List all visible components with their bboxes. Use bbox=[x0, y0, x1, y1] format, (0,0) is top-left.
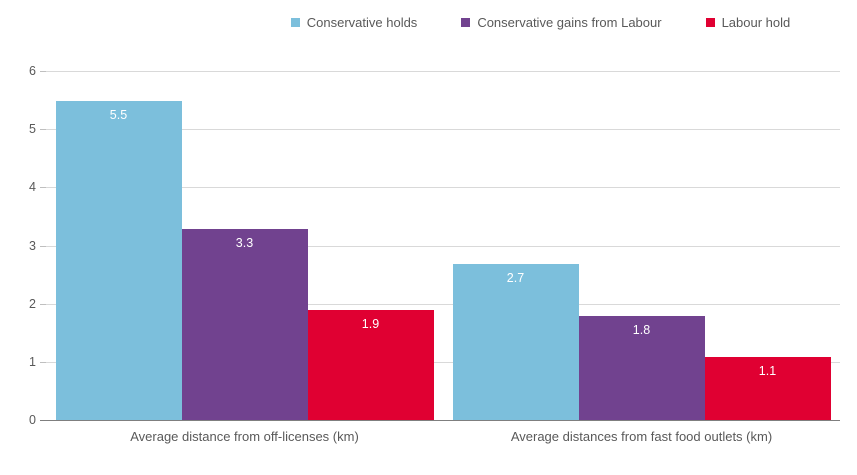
category-label-fast-food: Average distances from fast food outlets… bbox=[510, 429, 773, 444]
category-label-off-licenses: Average distance from off-licenses (km) bbox=[130, 429, 359, 444]
bar-group: 5.5 3.3 1.9 bbox=[46, 72, 443, 421]
bar-conservative-holds: 5.5 bbox=[55, 101, 182, 421]
y-axis-tick-label: 0 bbox=[29, 413, 36, 427]
bar-labour-hold: 1.9 bbox=[307, 310, 434, 421]
bar-labour-hold: 1.1 bbox=[704, 357, 831, 421]
y-axis-tick-label: 1 bbox=[29, 354, 36, 369]
bar-value-label: 3.3 bbox=[235, 236, 254, 251]
bar-value-label: 5.5 bbox=[109, 108, 128, 123]
x-axis-line bbox=[40, 420, 840, 421]
legend: Conservative holds Conservative gains fr… bbox=[112, 15, 857, 30]
gridline bbox=[46, 361, 840, 363]
y-axis-tick-label: 2 bbox=[29, 296, 36, 311]
y-axis-tick bbox=[40, 361, 46, 363]
gridline bbox=[46, 187, 840, 189]
y-axis-tick bbox=[40, 245, 46, 247]
y-axis-tick bbox=[40, 303, 46, 305]
legend-item-conservative-gains: Conservative gains from Labour bbox=[461, 15, 662, 30]
bar-value-label: 2.7 bbox=[506, 270, 525, 285]
gridline bbox=[46, 303, 840, 305]
legend-swatch-icon bbox=[290, 18, 300, 27]
legend-label: Labour hold bbox=[721, 15, 791, 30]
legend-label: Conservative holds bbox=[306, 15, 418, 30]
bar-conservative-holds: 2.7 bbox=[452, 263, 579, 421]
y-axis-tick-label: 4 bbox=[29, 180, 36, 195]
y-axis-tick bbox=[40, 129, 46, 131]
legend-swatch-icon bbox=[461, 18, 471, 27]
y-axis-tick-label: 5 bbox=[29, 122, 36, 137]
y-axis-tick-label: 6 bbox=[29, 64, 36, 78]
y-axis-tick bbox=[40, 187, 46, 189]
gridline bbox=[46, 245, 840, 247]
x-axis-labels: Average distance from off-licenses (km) … bbox=[46, 429, 840, 444]
legend-item-labour-hold: Labour hold bbox=[705, 15, 791, 30]
bar-conservative-gains-from-labour: 3.3 bbox=[181, 229, 308, 421]
bar-group: 2.7 1.8 1.1 bbox=[443, 72, 840, 421]
bar-value-label: 1.1 bbox=[758, 364, 777, 379]
gridline bbox=[46, 129, 840, 131]
gridline bbox=[46, 71, 840, 72]
bar-value-label: 1.9 bbox=[361, 317, 380, 332]
y-axis-tick-label: 3 bbox=[29, 238, 36, 253]
bar-conservative-gains-from-labour: 1.8 bbox=[578, 316, 705, 421]
legend-swatch-icon bbox=[705, 18, 715, 27]
y-axis-tick bbox=[40, 71, 46, 72]
plot-area: 5.5 3.3 1.9 2.7 1.8 1.1 bbox=[40, 71, 840, 421]
legend-label: Conservative gains from Labour bbox=[477, 15, 662, 30]
bar-value-label: 1.8 bbox=[632, 323, 651, 338]
legend-item-conservative-holds: Conservative holds bbox=[290, 15, 418, 30]
